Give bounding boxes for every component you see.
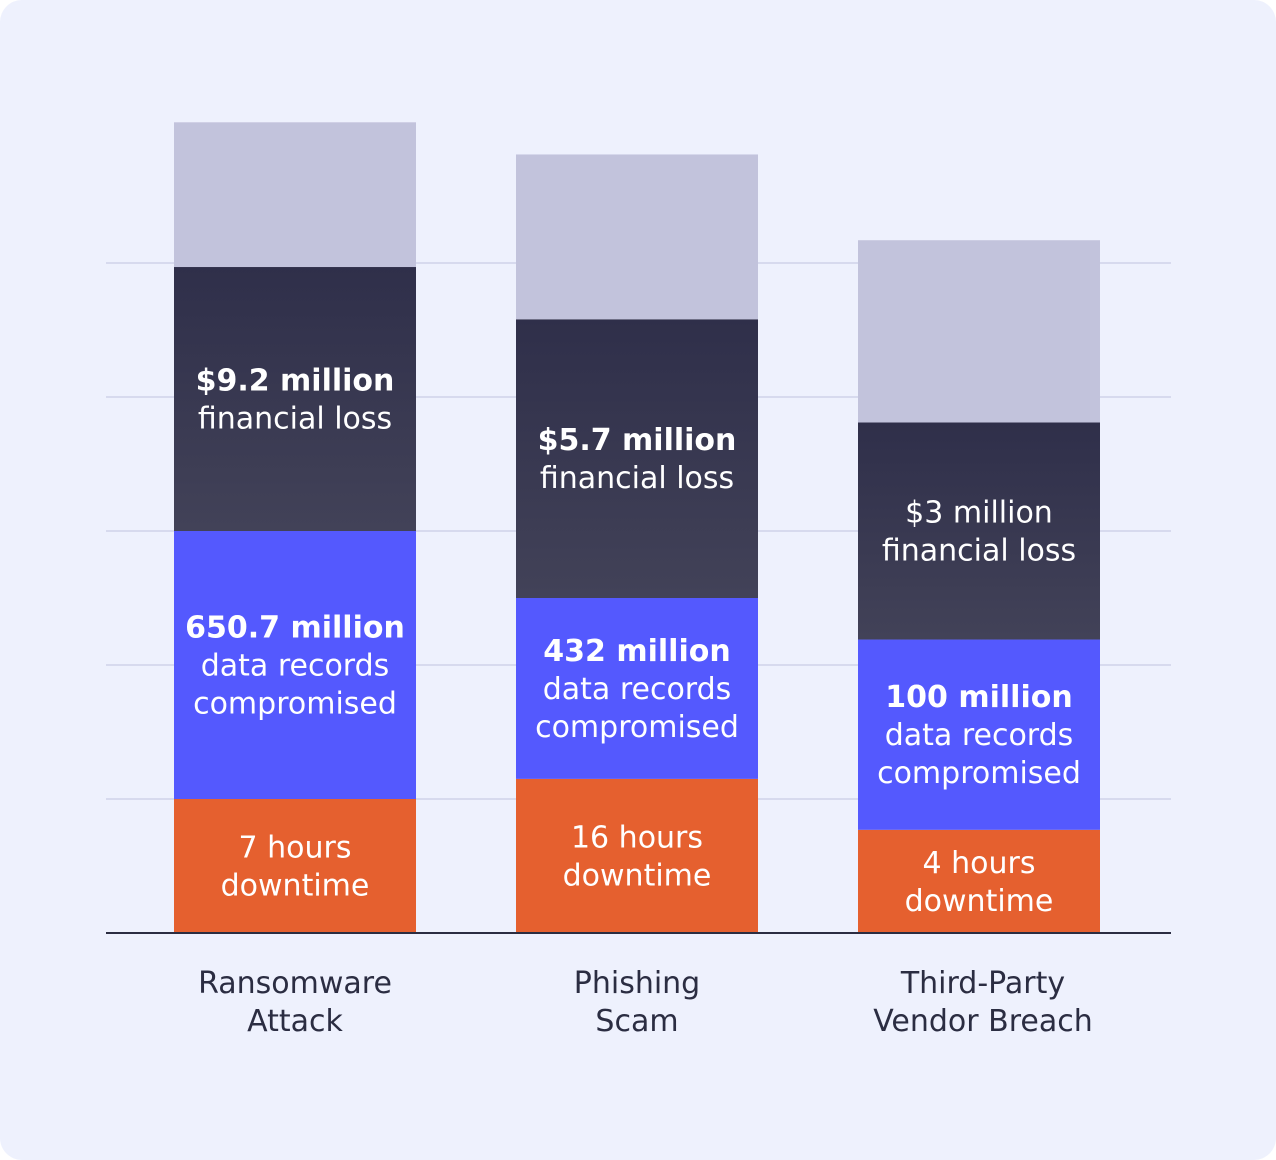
- data-label-line: compromised: [535, 710, 739, 745]
- data-label-line: 7 hours: [239, 831, 352, 866]
- data-label-line: downtime: [563, 858, 712, 893]
- data-label-loss: $9.2 million financial loss: [196, 364, 395, 437]
- data-label-line: compromised: [193, 687, 397, 722]
- category-label: Ransomware Attack: [198, 966, 392, 1039]
- category-label-line: Attack: [247, 1004, 343, 1039]
- bar-segment-loss: [174, 267, 416, 531]
- data-label-downtime: 7 hours downtime: [221, 831, 370, 904]
- category-label-line: Third-Party: [900, 966, 1065, 1001]
- data-label-line: downtime: [221, 869, 370, 904]
- category-label: Third-Party Vendor Breach: [873, 966, 1093, 1039]
- data-label-line: 650.7 million: [185, 611, 405, 646]
- data-label-records: 650.7 million data records compromised: [185, 611, 405, 722]
- bar-segment-top: [516, 154, 758, 320]
- data-label-records: 100 million data records compromised: [877, 680, 1081, 791]
- category-label-line: Phishing: [574, 966, 700, 1001]
- data-label-loss: $5.7 million financial loss: [538, 423, 737, 496]
- bar-segment-records: [858, 639, 1100, 830]
- data-label-downtime: 16 hours downtime: [563, 820, 712, 893]
- data-label-line: 432 million: [543, 634, 730, 669]
- data-label-line: data records: [885, 718, 1074, 753]
- bar-stack: 7 hours downtime 650.7 million data records…: [174, 122, 416, 933]
- data-label-line: $9.2 million: [196, 364, 395, 399]
- category-label-line: Ransomware: [198, 966, 392, 1001]
- category-labels: Ransomware Attack Phishing Scam Third-Party V…: [198, 966, 1093, 1039]
- category-label: Phishing Scam: [574, 966, 700, 1039]
- category-label-line: Vendor Breach: [873, 1004, 1093, 1039]
- data-label-downtime: 4 hours downtime: [905, 846, 1054, 919]
- data-label-loss: $3 million financial loss: [882, 496, 1076, 569]
- bar-segment-top: [174, 122, 416, 268]
- bar-stack: 4 hours downtime 100 million data records co…: [858, 240, 1100, 933]
- bar-stack: 16 hours downtime 432 million data records c…: [516, 154, 758, 933]
- data-label-line: downtime: [905, 884, 1054, 919]
- data-label-line: financial loss: [198, 402, 392, 437]
- data-label-line: $5.7 million: [538, 423, 737, 458]
- category-label-line: Scam: [595, 1004, 678, 1039]
- bar-segment-records: [174, 531, 416, 799]
- data-label-line: 100 million: [885, 680, 1072, 715]
- data-label-records: 432 million data records compromised: [535, 634, 739, 745]
- data-label-line: 4 hours: [923, 846, 1036, 881]
- data-label-line: financial loss: [882, 534, 1076, 569]
- bar-segment-downtime: [174, 799, 416, 933]
- data-label-line: compromised: [877, 756, 1081, 791]
- bar-segment-loss: [516, 319, 758, 598]
- data-label-line: data records: [201, 649, 390, 684]
- bar-segment-downtime: [516, 778, 758, 933]
- data-label-line: data records: [543, 672, 732, 707]
- data-label-line: 16 hours: [571, 820, 703, 855]
- bar-segment-downtime: [858, 829, 1100, 933]
- data-label-line: financial loss: [540, 461, 734, 496]
- bar-segment-loss: [858, 422, 1100, 640]
- bar-segment-records: [516, 598, 758, 779]
- bar-segment-top: [858, 240, 1100, 423]
- data-label-line: $3 million: [905, 496, 1053, 531]
